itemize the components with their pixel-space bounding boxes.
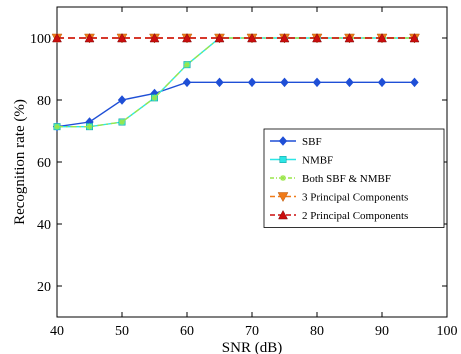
series-2-principal-components bbox=[52, 32, 420, 43]
data-point bbox=[344, 32, 355, 43]
plot-area: 40 50 60 70 80 90 100 20 40 60 80 100 bbox=[30, 6, 458, 339]
data-point bbox=[54, 123, 60, 130]
data-point bbox=[215, 77, 224, 88]
x-tick-label: 90 bbox=[375, 324, 389, 339]
x-tick-label: 40 bbox=[50, 324, 64, 339]
y-tick-label: 20 bbox=[37, 280, 51, 295]
x-tick-label: 60 bbox=[180, 324, 194, 339]
legend-marker bbox=[277, 192, 289, 203]
y-tick-label: 60 bbox=[37, 156, 51, 171]
data-point bbox=[182, 32, 192, 43]
y-axis-title: Recognition rate (%) bbox=[12, 99, 28, 225]
y-tick-label: 40 bbox=[37, 218, 51, 233]
data-point bbox=[184, 61, 190, 68]
data-point bbox=[214, 32, 225, 43]
data-point bbox=[345, 77, 354, 88]
data-point bbox=[182, 77, 192, 88]
legend-label: Both SBF & NMBF bbox=[302, 173, 391, 185]
data-point bbox=[117, 95, 127, 105]
data-point bbox=[119, 119, 125, 126]
series-layer bbox=[51, 32, 420, 132]
legend-marker bbox=[278, 209, 288, 220]
data-point bbox=[117, 32, 127, 43]
legend: SBF NMBF Both SBF & NMBF 3 Principal Compon… bbox=[263, 128, 445, 228]
legend-entry: 3 Principal Components bbox=[270, 192, 408, 204]
data-point bbox=[280, 77, 289, 88]
data-point bbox=[149, 32, 160, 43]
legend-label: 3 Principal Components bbox=[302, 192, 408, 204]
x-tick-label: 50 bbox=[115, 324, 129, 339]
x-tick-label: 100 bbox=[437, 324, 458, 339]
y-tick-label: 80 bbox=[37, 94, 51, 109]
data-point bbox=[377, 77, 387, 88]
legend-marker bbox=[280, 175, 286, 181]
legend-marker bbox=[278, 136, 288, 146]
legend-entry: 2 Principal Components bbox=[270, 209, 408, 222]
data-point bbox=[377, 32, 387, 43]
x-axis-title: SNR (dB) bbox=[222, 340, 282, 354]
legend-entry: NMBF bbox=[270, 155, 333, 167]
data-point bbox=[86, 123, 93, 130]
series-line bbox=[56, 81, 415, 128]
series-sbf bbox=[52, 77, 419, 132]
data-point bbox=[409, 32, 420, 43]
data-point bbox=[52, 32, 62, 43]
data-point bbox=[247, 32, 257, 43]
legend-entry: SBF bbox=[270, 136, 322, 148]
data-point bbox=[84, 32, 95, 43]
legend-label: NMBF bbox=[302, 155, 333, 167]
legend-label: SBF bbox=[302, 136, 322, 148]
data-point bbox=[279, 32, 290, 43]
x-tick-label: 80 bbox=[310, 324, 324, 339]
data-point bbox=[312, 77, 322, 88]
y-tick-label: 100 bbox=[30, 32, 51, 47]
legend-label: 2 Principal Components bbox=[302, 210, 408, 222]
legend-entry: Both SBF & NMBF bbox=[270, 173, 391, 185]
data-point bbox=[410, 77, 419, 88]
data-point bbox=[247, 77, 257, 88]
data-point bbox=[312, 32, 322, 43]
axis-ticks: 40 50 60 70 80 90 100 20 40 60 80 100 bbox=[30, 7, 458, 339]
legend-marker bbox=[279, 156, 287, 164]
x-tick-label: 70 bbox=[245, 324, 259, 339]
data-point bbox=[151, 94, 158, 101]
